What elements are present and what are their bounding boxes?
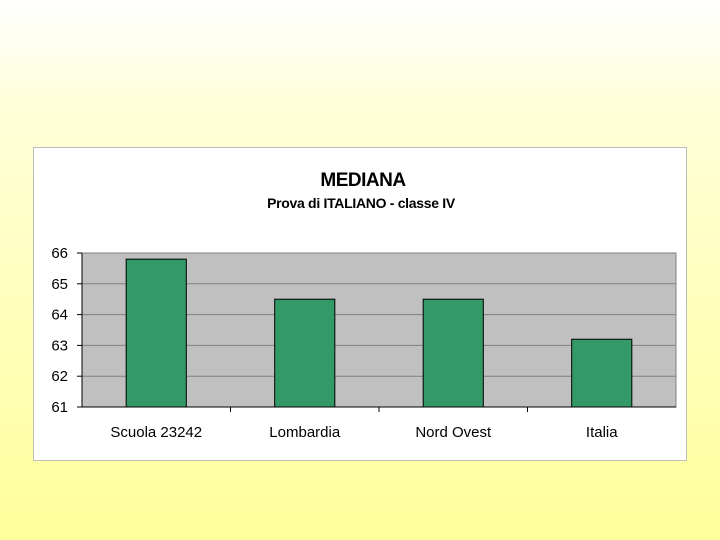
y-tick-label: 64 <box>51 307 68 324</box>
x-category-label: Lombardia <box>269 424 341 441</box>
bar <box>571 338 633 408</box>
x-category-label: Nord Ovest <box>415 424 492 441</box>
bar <box>125 258 187 408</box>
chart-subtitle: Prova di ITALIANO - classe IV <box>267 195 456 211</box>
bar <box>274 298 336 408</box>
bars <box>125 258 633 408</box>
y-tick-label: 66 <box>51 245 68 262</box>
y-tick-label: 61 <box>51 399 68 416</box>
y-tick-label: 63 <box>51 337 68 354</box>
bar <box>422 298 484 408</box>
x-category-label: Italia <box>586 424 618 441</box>
y-axis-ticks: 61 62 63 64 65 66 <box>51 245 82 416</box>
y-tick-label: 62 <box>51 368 68 385</box>
x-category-label: Scuola 23242 <box>110 424 202 441</box>
x-axis-categories: Scuola 23242 Lombardia Nord Ovest Italia <box>110 407 618 441</box>
chart-title: MEDIANA <box>320 170 406 191</box>
y-tick-label: 65 <box>51 276 68 293</box>
